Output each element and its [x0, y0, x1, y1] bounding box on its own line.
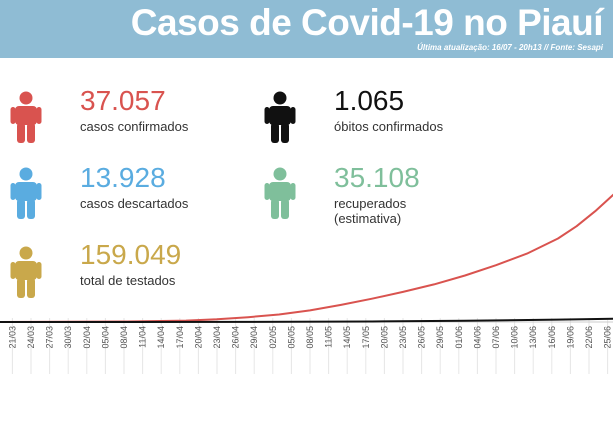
page-title: Casos de Covid-19 no Piauí [130, 2, 604, 43]
person-icon-descartados [10, 167, 42, 219]
person-icon-recuperados [264, 167, 296, 219]
x-tick-label: 11/04 [138, 326, 148, 348]
x-tick-label: 23/05 [398, 326, 408, 349]
stat-obitos: 1.065 óbitos confirmados [334, 85, 444, 135]
x-tick-label: 26/05 [417, 326, 427, 349]
person-icon-confirmados [10, 91, 42, 143]
stat-label: recuperados [334, 196, 407, 211]
stat-recuperados: 35.108 recuperados (estimativa) [334, 162, 420, 227]
stat-label: óbitos confirmados [334, 119, 444, 134]
stat-testados: 159.049 total de testados [80, 239, 182, 289]
stat-descartados: 13.928 casos descartados [80, 162, 189, 212]
x-tick-label: 08/04 [119, 326, 129, 349]
person-icon-testados [10, 246, 42, 298]
series-line-casos-confirmados [0, 193, 613, 323]
x-tick-label: 01/06 [454, 326, 464, 349]
x-tick-label: 17/05 [361, 326, 371, 349]
stat-value: 35.108 [334, 162, 420, 193]
x-tick-label: 07/06 [491, 326, 501, 349]
x-tick-label: 14/05 [342, 326, 352, 349]
stat-label-note: (estimativa) [334, 211, 402, 226]
x-tick-label: 20/05 [379, 326, 389, 349]
x-tick-label: 24/03 [26, 326, 36, 349]
header-banner: Casos de Covid-19 no Piauí Última atuali… [0, 0, 613, 58]
stat-value: 159.049 [80, 239, 182, 270]
x-tick-label: 29/04 [249, 326, 259, 349]
series-line-óbitos-confirmados [0, 317, 613, 323]
x-tick-label: 29/05 [435, 326, 445, 349]
x-tick-label: 19/06 [565, 326, 575, 349]
stat-value: 1.065 [334, 85, 405, 116]
stat-label: casos descartados [80, 196, 189, 211]
x-tick-label: 27/03 [45, 326, 55, 349]
stat-confirmados: 37.057 casos confirmados [80, 85, 189, 135]
stat-value: 13.928 [80, 162, 166, 193]
x-tick-label: 23/04 [212, 326, 222, 349]
stat-label: total de testados [80, 273, 176, 288]
x-tick-label: 25/06 [603, 326, 613, 349]
x-tick-label: 02/05 [268, 326, 278, 349]
x-tick-label: 21/03 [7, 326, 17, 349]
x-tick-label: 30/03 [63, 326, 73, 349]
empty-footer-area [0, 374, 613, 423]
x-tick-label: 14/04 [156, 326, 166, 349]
x-tick-label: 02/04 [82, 326, 92, 349]
x-tick-label: 05/05 [286, 326, 296, 349]
x-tick-label: 26/04 [231, 326, 241, 349]
x-tick-label: 10/06 [510, 326, 520, 349]
x-tick-label: 22/06 [584, 326, 594, 349]
x-tick-label: 04/06 [472, 326, 482, 349]
x-tick-label: 08/05 [305, 326, 315, 349]
x-tick-label: 13/06 [528, 326, 538, 349]
x-tick-label: 05/04 [100, 326, 110, 349]
stat-value: 37.057 [80, 85, 166, 116]
x-tick-label: 11/05 [324, 326, 334, 348]
stat-label: casos confirmados [80, 119, 189, 134]
x-tick-label: 17/04 [175, 326, 185, 349]
x-tick-label: 16/06 [547, 326, 557, 349]
x-tick-label: 20/04 [193, 326, 203, 349]
last-update-text: Última atualização: 16/07 - 20h13 // Fon… [417, 43, 603, 52]
person-icon-obitos [264, 91, 296, 143]
